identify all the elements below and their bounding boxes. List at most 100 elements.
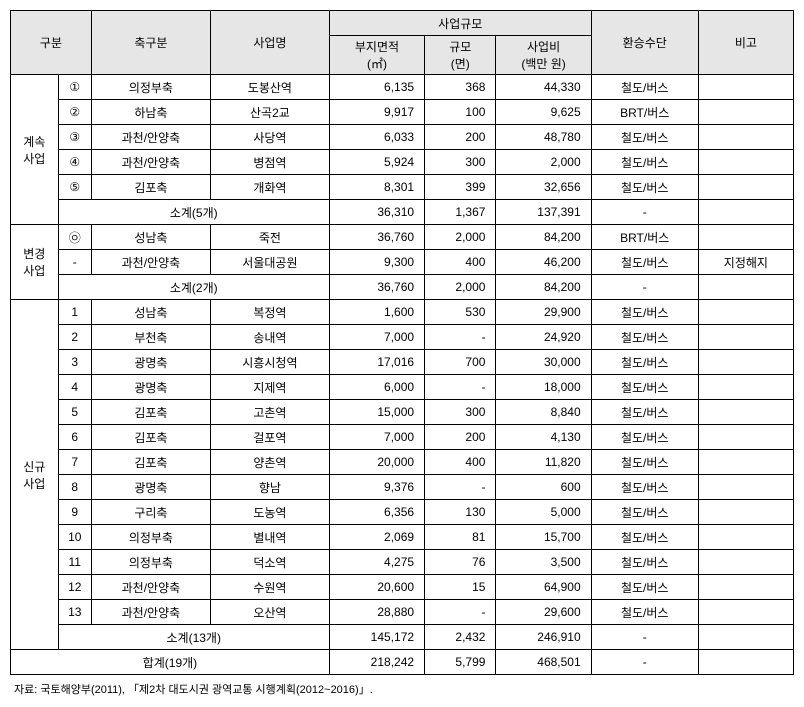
header-project: 사업명: [210, 11, 329, 75]
cell: 서울대공원: [210, 250, 329, 275]
header-axis: 축구분: [91, 11, 210, 75]
cell: [698, 550, 793, 575]
cell: 철도/버스: [591, 325, 698, 350]
subtotal-label: 소계(5개): [58, 200, 329, 225]
cell: -: [591, 275, 698, 300]
cell: 2,432: [425, 625, 496, 650]
cell: [698, 200, 793, 225]
cell: 8,840: [496, 400, 591, 425]
cell: 2,069: [329, 525, 424, 550]
cell: [698, 375, 793, 400]
cell: 9,917: [329, 100, 424, 125]
cell: 468,501: [496, 650, 591, 675]
cell: [698, 625, 793, 650]
table-row: 13과천/안양축오산역28,880-29,600철도/버스: [11, 600, 794, 625]
cell: 81: [425, 525, 496, 550]
data-table: 구분 축구분 사업명 사업규모 환승수단 비고 부지면적(㎡) 규모(면) 사업…: [10, 10, 794, 675]
cell: 137,391: [496, 200, 591, 225]
cell: 28,880: [329, 600, 424, 625]
cell: 철도/버스: [591, 450, 698, 475]
cell: 과천/안양축: [91, 575, 210, 600]
cell: 9: [58, 500, 91, 525]
footnote: 자료: 국토해양부(2011), 「제2차 대도시권 광역교통 시행계획(201…: [10, 681, 794, 697]
table-header: 구분 축구분 사업명 사업규모 환승수단 비고 부지면적(㎡) 규모(면) 사업…: [11, 11, 794, 75]
cell: 530: [425, 300, 496, 325]
cell: 11: [58, 550, 91, 575]
cell: 7: [58, 450, 91, 475]
cell: 76: [425, 550, 496, 575]
table-row: 12과천/안양축수원역20,6001564,900철도/버스: [11, 575, 794, 600]
cell: 29,600: [496, 600, 591, 625]
cell: 10: [58, 525, 91, 550]
cell: 368: [425, 75, 496, 100]
table-row: 5김포축고촌역15,0003008,840철도/버스: [11, 400, 794, 425]
cell: 산곡2교: [210, 100, 329, 125]
cell: [698, 275, 793, 300]
cell: 김포축: [91, 175, 210, 200]
cell: 20,600: [329, 575, 424, 600]
cell: 24,920: [496, 325, 591, 350]
cell: 지제역: [210, 375, 329, 400]
cell: 의정부축: [91, 525, 210, 550]
cell: 20,000: [329, 450, 424, 475]
cell: 700: [425, 350, 496, 375]
cell: 15: [425, 575, 496, 600]
table-row: 8광명축향남9,376-600철도/버스: [11, 475, 794, 500]
table-body: 계속사업①의정부축도봉산역6,13536844,330철도/버스②하남축산곡2교…: [11, 75, 794, 675]
cell: 400: [425, 450, 496, 475]
total-label: 합계(19개): [11, 650, 330, 675]
subtotal-row: 소계(13개)145,1722,432246,910-: [11, 625, 794, 650]
cell: 철도/버스: [591, 250, 698, 275]
cell: 36,760: [329, 225, 424, 250]
cell: 지정해지: [698, 250, 793, 275]
cell: 15,700: [496, 525, 591, 550]
header-cost: 사업비(백만 원): [496, 36, 591, 75]
cell: 성남축: [91, 225, 210, 250]
cell: [698, 225, 793, 250]
header-area: 부지면적(㎡): [329, 36, 424, 75]
cell: [698, 325, 793, 350]
cell: 6,356: [329, 500, 424, 525]
cell: 44,330: [496, 75, 591, 100]
cell: [698, 150, 793, 175]
cell: 개화역: [210, 175, 329, 200]
cell: 광명축: [91, 475, 210, 500]
cell: 400: [425, 250, 496, 275]
cell: -: [425, 325, 496, 350]
cell: 철도/버스: [591, 525, 698, 550]
table-row: 9구리축도농역6,3561305,000철도/버스: [11, 500, 794, 525]
cell: [698, 475, 793, 500]
cell: 철도/버스: [591, 550, 698, 575]
cell: 철도/버스: [591, 75, 698, 100]
cell: 7,000: [329, 425, 424, 450]
cell: 300: [425, 150, 496, 175]
cell: 과천/안양축: [91, 150, 210, 175]
table-row: 11의정부축덕소역4,275763,500철도/버스: [11, 550, 794, 575]
cell: 걸포역: [210, 425, 329, 450]
cell: [698, 300, 793, 325]
cell: 36,760: [329, 275, 424, 300]
cell: 도농역: [210, 500, 329, 525]
table-row: 신규사업1성남축복정역1,60053029,900철도/버스: [11, 300, 794, 325]
cell: 과천/안양축: [91, 600, 210, 625]
cell: 15,000: [329, 400, 424, 425]
cell: 시흥시청역: [210, 350, 329, 375]
cell: 17,016: [329, 350, 424, 375]
cell: 철도/버스: [591, 500, 698, 525]
table-row: 6김포축걸포역7,0002004,130철도/버스: [11, 425, 794, 450]
cell: 향남: [210, 475, 329, 500]
cell: 200: [425, 425, 496, 450]
cell: 복정역: [210, 300, 329, 325]
cell: 300: [425, 400, 496, 425]
cell: 의정부축: [91, 550, 210, 575]
cell: 1,367: [425, 200, 496, 225]
cell: 100: [425, 100, 496, 125]
cell: 399: [425, 175, 496, 200]
cell: 사당역: [210, 125, 329, 150]
cell: ⑤: [58, 175, 91, 200]
cell: ②: [58, 100, 91, 125]
cell: 철도/버스: [591, 475, 698, 500]
cell: 김포축: [91, 400, 210, 425]
cell: 광명축: [91, 375, 210, 400]
table-row: ④과천/안양축병점역5,9243002,000철도/버스: [11, 150, 794, 175]
